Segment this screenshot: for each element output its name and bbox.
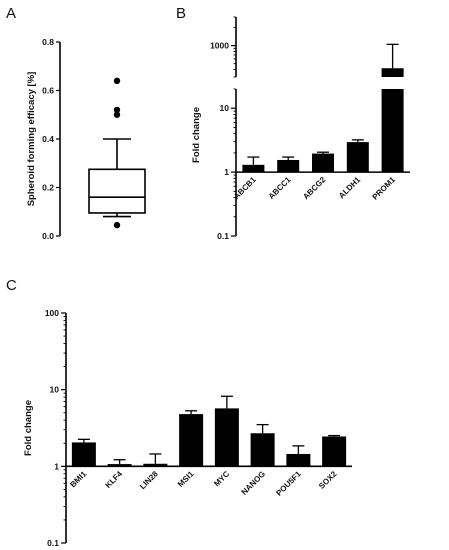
y-tick-label: 0.1	[47, 538, 59, 548]
y-tick-label: 1000	[210, 41, 229, 51]
x-category-label: ALDH1	[337, 175, 363, 201]
bar-klf4	[107, 464, 132, 467]
y-tick-label: 0.6	[42, 86, 54, 96]
panel-c-barchart: 0.1 1 10 100 Fold change BMI1 KLF4 LIN28 MSI1 MYC…	[23, 308, 352, 548]
x-category-label: MSI1	[176, 469, 196, 489]
outlier-point	[113, 77, 121, 85]
bar-prom1-lower	[381, 89, 404, 173]
y-tick-label: 0.2	[42, 183, 54, 193]
y-tick-label: 0.1	[217, 231, 229, 241]
bar-pou5f1	[286, 453, 311, 467]
bar-abcg2	[312, 153, 334, 173]
bar-abcb1	[242, 164, 265, 173]
x-category-label: ABCG2	[301, 175, 328, 202]
y-tick-label: 0.8	[42, 37, 54, 47]
bar-nanog	[250, 433, 275, 467]
y-tick-label: 1	[54, 461, 59, 471]
y-tick-label: 0.4	[42, 134, 54, 144]
y-axis-title: Fold change	[23, 400, 34, 456]
outlier-point	[113, 111, 121, 118]
panel-letter-c: C	[6, 277, 17, 294]
bar-abcc1	[277, 159, 300, 173]
y-tick-label: 10	[220, 103, 230, 113]
bar-sox2	[322, 436, 347, 467]
x-category-label: KLF4	[104, 469, 125, 490]
x-category-label: MYC	[212, 469, 231, 488]
y-axis-title: Fold change	[191, 107, 202, 163]
outlier-point	[113, 106, 121, 114]
panel-letter-a: A	[6, 5, 16, 22]
x-category-label: BMI1	[68, 469, 88, 489]
y-tick-label: 1	[224, 167, 229, 177]
x-category-label: POU5F1	[274, 469, 303, 498]
box-iqr	[88, 168, 146, 214]
x-category-label: NANOG	[240, 469, 267, 496]
bar-msi1	[179, 414, 204, 467]
x-category-label: LIN28	[138, 469, 160, 491]
x-category-label: PROM1	[371, 175, 398, 202]
y-tick-label: 100	[45, 308, 59, 318]
y-axis-title: Spheroid forming efficacy [%]	[26, 72, 37, 207]
bar-prom1-upper	[381, 68, 404, 77]
y-tick-label: 10	[50, 385, 60, 395]
bar-myc	[214, 408, 239, 467]
y-tick-label: 0.0	[42, 231, 54, 241]
bar-aldh1	[346, 142, 369, 173]
panel-a-boxplot: 0.0 0.2 0.4 0.6 0.8 Spheroid forming efficacy…	[26, 37, 146, 241]
panel-letter-b: B	[176, 5, 186, 22]
bar-lin28	[143, 463, 168, 467]
x-category-label: ABCC1	[267, 175, 293, 201]
x-category-label: SOX2	[317, 469, 339, 491]
bar-bmi1	[71, 442, 96, 467]
outlier-point	[113, 221, 121, 229]
